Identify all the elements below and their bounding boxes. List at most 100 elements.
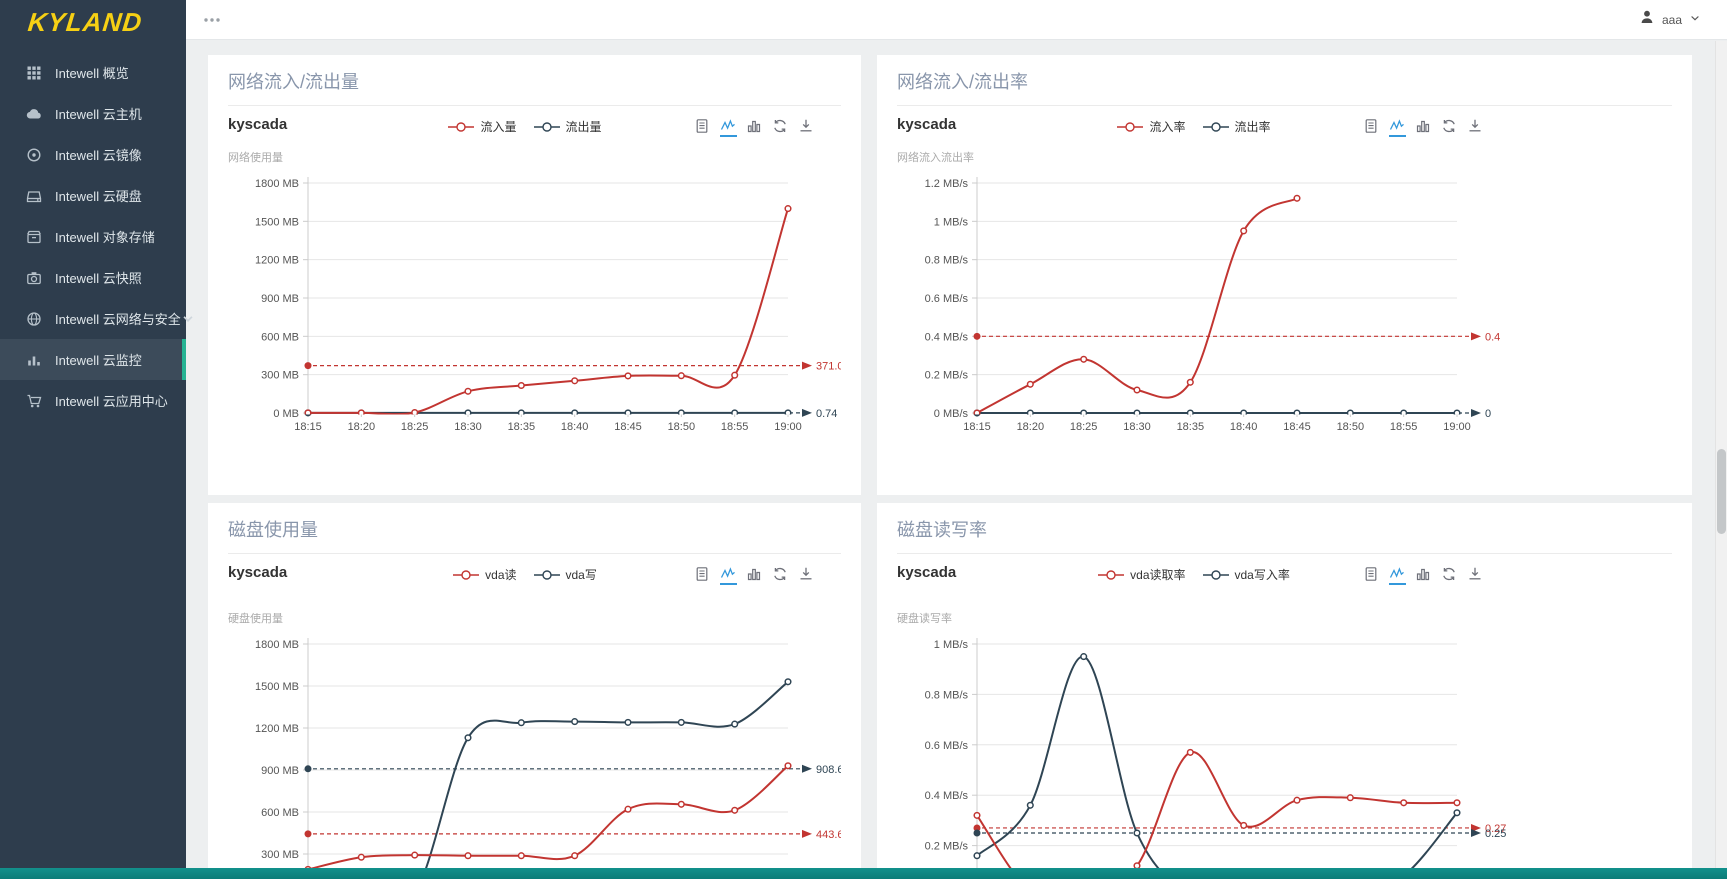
legend-label: 流入量 — [480, 120, 517, 134]
chart-toolbox — [694, 118, 815, 137]
user-menu[interactable]: aaa — [1639, 9, 1701, 30]
sidebar-item-cart[interactable]: Intewell 云应用中心 — [0, 380, 186, 421]
sidebar-item-label: Intewell 云镜像 — [55, 148, 142, 163]
legend-item-流出率[interactable]: 流出率 — [1202, 118, 1271, 135]
legend-item-vda读取率[interactable]: vda读取率 — [1097, 566, 1186, 583]
data-view-icon[interactable] — [694, 566, 711, 585]
sidebar-item-camera[interactable]: Intewell 云快照 — [0, 257, 186, 298]
svg-text:1200 MB: 1200 MB — [255, 255, 299, 267]
sidebar-item-storage[interactable]: Intewell 对象存储 — [0, 216, 186, 257]
legend-item-流出量[interactable]: 流出量 — [533, 118, 602, 135]
bar-chart-icon[interactable] — [1415, 118, 1432, 137]
line-chart-icon[interactable] — [720, 118, 737, 137]
vertical-scrollbar[interactable] — [1715, 41, 1727, 868]
panel-network-rate: 网络流入/流出率 kyscada 流入率 流出率 网络流入流出率 0 MB/s 0.… — [877, 55, 1692, 495]
cloud-icon — [26, 106, 42, 122]
chevron-down-icon — [181, 312, 195, 326]
data-view-icon[interactable] — [1363, 566, 1380, 585]
line-chart-plot: 0 MB/s0.2 MB/s0.4 MB/s0.6 MB/s0.8 MB/s1 … — [897, 628, 1506, 879]
svg-text:1500 MB: 1500 MB — [255, 681, 299, 693]
refresh-icon[interactable] — [1441, 118, 1458, 137]
svg-text:600 MB: 600 MB — [261, 807, 299, 819]
sidebar-item-label: Intewell 云应用中心 — [55, 394, 168, 409]
legend-marker-icon — [448, 121, 475, 132]
scrollbar-thumb[interactable] — [1717, 449, 1726, 534]
svg-text:900 MB: 900 MB — [261, 293, 299, 305]
data-view-icon[interactable] — [694, 118, 711, 137]
legend-item-流入率[interactable]: 流入率 — [1116, 118, 1186, 135]
sidebar-item-monitor[interactable]: Intewell 云监控 — [0, 339, 186, 380]
divider — [897, 553, 1672, 554]
svg-text:18:30: 18:30 — [1123, 421, 1151, 433]
sidebar-item-label: Intewell 云硬盘 — [55, 189, 142, 204]
divider — [228, 105, 841, 106]
chart-title: kyscada — [897, 116, 957, 133]
panel-title: 网络流入/流出量 — [228, 72, 360, 92]
data-view-icon[interactable] — [1363, 118, 1380, 137]
svg-text:1 MB/s: 1 MB/s — [934, 216, 969, 228]
legend-marker-icon — [533, 569, 560, 580]
panel-title: 磁盘使用量 — [228, 520, 318, 540]
legend-label: vda写入率 — [1234, 568, 1290, 582]
svg-text:1800 MB: 1800 MB — [255, 639, 299, 651]
topbar: aaa — [186, 0, 1727, 40]
legend-item-流入量[interactable]: 流入量 — [447, 118, 517, 135]
svg-text:908.62: 908.62 — [816, 764, 841, 776]
sidebar-item-cloud[interactable]: Intewell 云主机 — [0, 93, 186, 134]
svg-text:0 MB/s: 0 MB/s — [934, 408, 969, 420]
svg-text:18:40: 18:40 — [561, 421, 589, 433]
user-name: aaa — [1661, 12, 1682, 27]
chart-legend: vda读 vda写 — [228, 566, 821, 586]
svg-text:18:35: 18:35 — [1177, 421, 1205, 433]
chart-toolbox — [694, 566, 815, 585]
chart-subtitle: 硬盘读写率 — [897, 613, 952, 625]
refresh-icon[interactable] — [1441, 566, 1458, 585]
legend-item-vda写[interactable]: vda写 — [533, 566, 597, 583]
legend-label: 流入率 — [1149, 120, 1186, 134]
legend-marker-icon — [1117, 121, 1144, 132]
sidebar-item-label: Intewell 对象存储 — [55, 230, 155, 245]
sidebar-item-harddisk[interactable]: Intewell 云硬盘 — [0, 175, 186, 216]
chart-title: kyscada — [228, 564, 288, 581]
download-icon[interactable] — [1467, 118, 1484, 137]
svg-text:18:30: 18:30 — [454, 421, 482, 433]
svg-text:900 MB: 900 MB — [261, 765, 299, 777]
svg-text:18:45: 18:45 — [1283, 421, 1311, 433]
line-chart-icon[interactable] — [720, 566, 737, 585]
chart-subtitle: 网络使用量 — [228, 152, 283, 164]
divider — [228, 553, 841, 554]
bar-chart-icon[interactable] — [746, 566, 763, 585]
svg-text:1 MB/s: 1 MB/s — [934, 639, 969, 651]
legend-label: vda读取率 — [1130, 568, 1186, 582]
monitor-icon — [26, 352, 42, 368]
sidebar-item-disc[interactable]: Intewell 云镜像 — [0, 134, 186, 175]
sidebar-item-grid[interactable]: Intewell 概览 — [0, 52, 186, 93]
legend-item-vda写入率[interactable]: vda写入率 — [1202, 566, 1290, 583]
bar-chart-icon[interactable] — [1415, 566, 1432, 585]
menu-ellipsis-icon[interactable] — [202, 13, 222, 27]
download-icon[interactable] — [798, 118, 815, 137]
svg-text:300 MB: 300 MB — [261, 849, 299, 861]
svg-text:0.74: 0.74 — [816, 408, 837, 420]
download-icon[interactable] — [1467, 566, 1484, 585]
sidebar-item-globe[interactable]: Intewell 云网络与安全 — [0, 298, 193, 339]
legend-item-vda读[interactable]: vda读 — [452, 566, 517, 583]
refresh-icon[interactable] — [772, 118, 789, 137]
svg-text:18:15: 18:15 — [294, 421, 322, 433]
refresh-icon[interactable] — [772, 566, 789, 585]
storage-icon — [26, 229, 42, 245]
legend-marker-icon — [1098, 569, 1125, 580]
bar-chart-icon[interactable] — [746, 118, 763, 137]
download-icon[interactable] — [798, 566, 815, 585]
legend-marker-icon — [453, 569, 480, 580]
svg-text:19:00: 19:00 — [1443, 421, 1471, 433]
disc-icon — [26, 147, 42, 163]
line-chart-icon[interactable] — [1389, 118, 1406, 137]
kyland-logo-text: KYLAND — [26, 6, 144, 37]
line-chart-icon[interactable] — [1389, 566, 1406, 585]
legend-marker-icon — [1202, 569, 1229, 580]
legend-label: vda读 — [485, 568, 517, 582]
user-icon — [1639, 9, 1655, 30]
